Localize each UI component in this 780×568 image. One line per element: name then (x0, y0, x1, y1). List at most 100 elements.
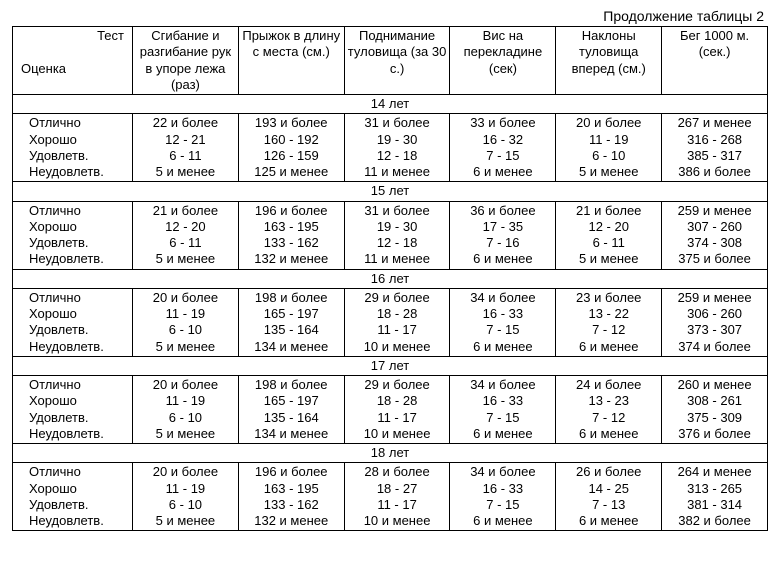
grade-name: Хорошо (15, 481, 130, 497)
header-col-0: Сгибание и разгибание рук в упоре лежа (… (133, 27, 239, 95)
grade-name: Отлично (15, 115, 130, 131)
data-value: 11 - 17 (347, 497, 448, 513)
age-row: 16 лет (13, 269, 768, 288)
data-value: 375 - 309 (664, 410, 765, 426)
data-value: 12 - 21 (135, 132, 236, 148)
data-value: 26 и более (558, 464, 659, 480)
header-col-2: Поднимание туловища (за 30 с.) (344, 27, 450, 95)
data-value: 196 и более (241, 464, 342, 480)
data-value: 31 и более (347, 203, 448, 219)
data-value: 196 и более (241, 203, 342, 219)
data-value: 5 и менее (135, 513, 236, 529)
data-value: 126 - 159 (241, 148, 342, 164)
header-col-4: Наклоны туловища вперед (см.) (556, 27, 662, 95)
data-value: 307 - 260 (664, 219, 765, 235)
data-cell: 33 и более16 - 327 - 156 и менее (450, 114, 556, 182)
data-value: 308 - 261 (664, 393, 765, 409)
data-value: 12 - 20 (558, 219, 659, 235)
data-value: 20 и более (135, 464, 236, 480)
data-value: 134 и менее (241, 339, 342, 355)
data-cell: 260 и менее308 - 261375 - 309376 и более (662, 376, 768, 444)
data-value: 7 - 16 (452, 235, 553, 251)
header-col-text: Поднимание туловища (за 30 с.) (347, 28, 448, 77)
grade-name: Хорошо (15, 393, 130, 409)
data-value: 193 и более (241, 115, 342, 131)
data-value: 198 и более (241, 377, 342, 393)
data-value: 19 - 30 (347, 219, 448, 235)
data-value: 376 и более (664, 426, 765, 442)
data-cell: 24 и более13 - 237 - 126 и менее (556, 376, 662, 444)
data-value: 259 и менее (664, 203, 765, 219)
data-value: 11 и менее (347, 251, 448, 267)
data-value: 34 и более (452, 377, 553, 393)
data-cell: 198 и более165 - 197135 - 164134 и менее (238, 376, 344, 444)
data-value: 23 и более (558, 290, 659, 306)
data-value: 18 - 28 (347, 393, 448, 409)
grade-name: Отлично (15, 203, 130, 219)
data-value: 133 - 162 (241, 497, 342, 513)
data-value: 259 и менее (664, 290, 765, 306)
data-value: 10 и менее (347, 426, 448, 442)
data-cell: 31 и более19 - 3012 - 1811 и менее (344, 201, 450, 269)
data-cell: 267 и менее316 - 268385 - 317386 и более (662, 114, 768, 182)
data-value: 29 и более (347, 377, 448, 393)
data-value: 135 - 164 (241, 410, 342, 426)
data-value: 5 и менее (135, 426, 236, 442)
data-value: 12 - 18 (347, 235, 448, 251)
data-value: 374 - 308 (664, 235, 765, 251)
header-col-text: Наклоны туловища вперед (см.) (558, 28, 659, 77)
data-value: 10 и менее (347, 513, 448, 529)
data-value: 11 - 17 (347, 322, 448, 338)
data-value: 34 и более (452, 464, 553, 480)
data-value: 16 - 32 (452, 132, 553, 148)
grade-name: Неудовлетв. (15, 164, 130, 180)
data-value: 22 и более (135, 115, 236, 131)
data-value: 6 - 10 (135, 410, 236, 426)
data-value: 6 и менее (452, 339, 553, 355)
header-col-text: Сгибание и разгибание рук в упоре лежа (… (135, 28, 236, 93)
data-value: 6 и менее (452, 164, 553, 180)
age-data-row: ОтличноХорошоУдовлетв.Неудовлетв.21 и бо… (13, 201, 768, 269)
grade-name: Отлично (15, 377, 130, 393)
data-value: 132 и менее (241, 513, 342, 529)
grade-name: Хорошо (15, 132, 130, 148)
data-cell: 34 и более16 - 337 - 156 и менее (450, 288, 556, 356)
data-value: 165 - 197 (241, 393, 342, 409)
age-data-row: ОтличноХорошоУдовлетв.Неудовлетв.20 и бо… (13, 463, 768, 531)
grade-names-cell: ОтличноХорошоУдовлетв.Неудовлетв. (13, 114, 133, 182)
header-col-text: Бег 1000 м. (сек.) (664, 28, 765, 61)
data-value: 18 - 27 (347, 481, 448, 497)
data-value: 381 - 314 (664, 497, 765, 513)
data-value: 7 - 15 (452, 148, 553, 164)
data-value: 21 и более (135, 203, 236, 219)
data-value: 267 и менее (664, 115, 765, 131)
age-data-row: ОтличноХорошоУдовлетв.Неудовлетв.20 и бо… (13, 288, 768, 356)
data-value: 12 - 18 (347, 148, 448, 164)
grade-name: Неудовлетв. (15, 251, 130, 267)
data-value: 12 - 20 (135, 219, 236, 235)
data-value: 13 - 22 (558, 306, 659, 322)
data-value: 6 и менее (558, 339, 659, 355)
data-value: 260 и менее (664, 377, 765, 393)
data-value: 134 и менее (241, 426, 342, 442)
header-col-text: Прыжок в длину с места (см.) (241, 28, 342, 61)
data-value: 313 - 265 (664, 481, 765, 497)
data-value: 264 и менее (664, 464, 765, 480)
data-cell: 29 и более18 - 2811 - 1710 и менее (344, 376, 450, 444)
data-value: 5 и менее (135, 164, 236, 180)
data-value: 16 - 33 (452, 393, 553, 409)
data-value: 29 и более (347, 290, 448, 306)
data-value: 5 и менее (135, 339, 236, 355)
data-value: 382 и более (664, 513, 765, 529)
data-value: 11 и менее (347, 164, 448, 180)
data-value: 19 - 30 (347, 132, 448, 148)
data-value: 133 - 162 (241, 235, 342, 251)
data-cell: 21 и более12 - 206 - 115 и менее (133, 201, 239, 269)
data-value: 5 и менее (558, 251, 659, 267)
data-value: 6 - 11 (135, 235, 236, 251)
data-cell: 29 и более18 - 2811 - 1710 и менее (344, 288, 450, 356)
data-value: 316 - 268 (664, 132, 765, 148)
data-value: 306 - 260 (664, 306, 765, 322)
data-value: 374 и более (664, 339, 765, 355)
header-col-text: Вис на перекладине (сек) (452, 28, 553, 77)
